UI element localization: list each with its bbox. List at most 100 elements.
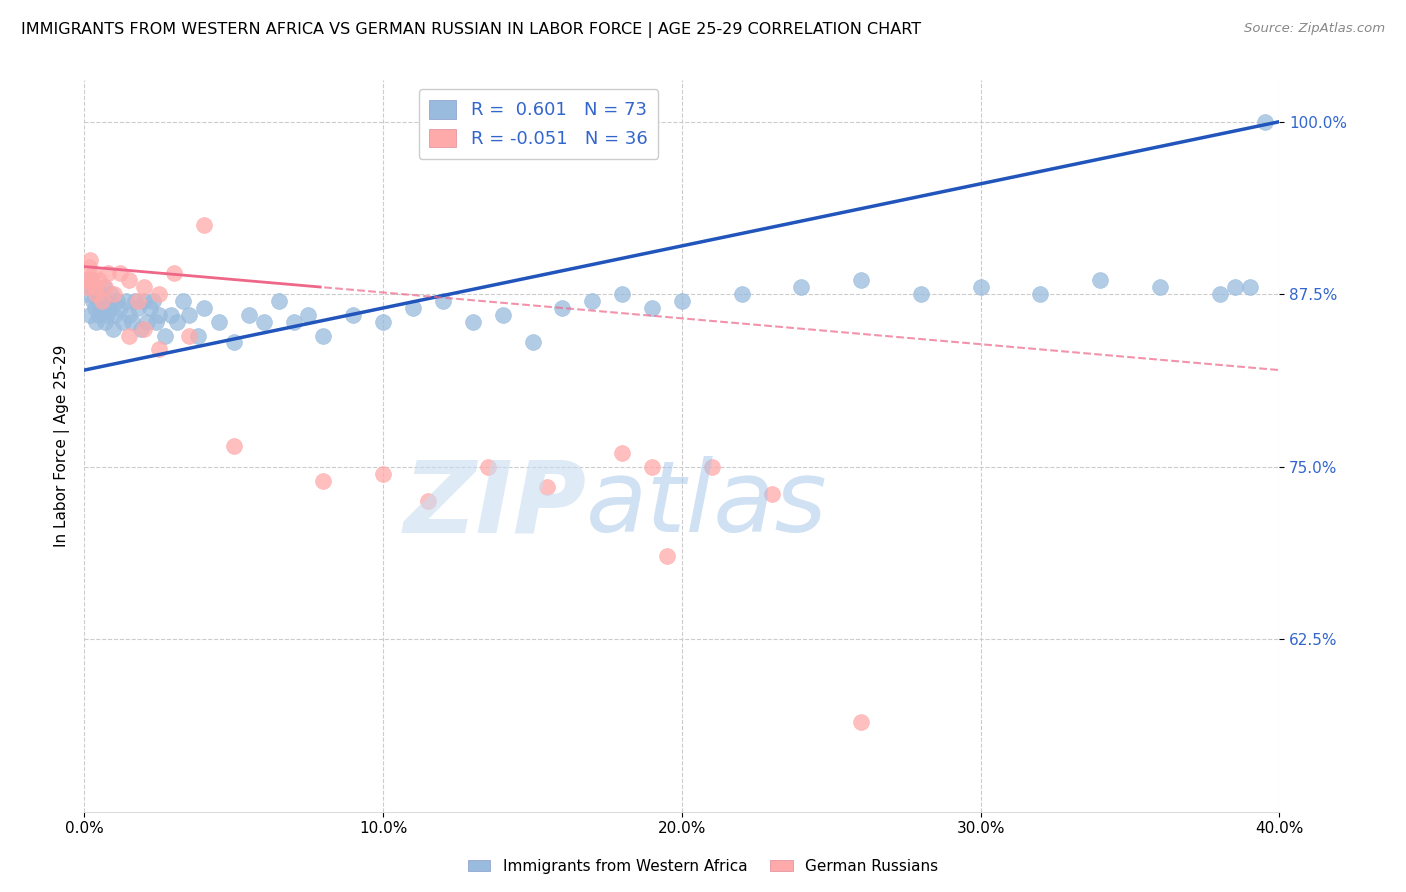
Point [416, 494, 439, 508]
Point [132, 321, 156, 335]
Point [79, 252, 101, 267]
Point [1209, 287, 1232, 301]
Point [1090, 273, 1112, 287]
Point [641, 459, 664, 474]
Point [127, 301, 149, 315]
Point [118, 273, 141, 287]
Point [222, 335, 245, 350]
Point [86, 315, 108, 329]
Point [312, 474, 335, 488]
Point [101, 321, 124, 335]
Point [153, 328, 176, 343]
Point [177, 328, 200, 343]
Legend: Immigrants from Western Africa, German Russians: Immigrants from Western Africa, German R… [461, 853, 945, 880]
Point [238, 308, 260, 322]
Point [110, 267, 132, 281]
Point [761, 487, 783, 501]
Point [312, 328, 335, 343]
Point [118, 308, 141, 322]
Point [373, 467, 395, 481]
Point [160, 308, 183, 322]
Point [80, 280, 103, 294]
Point [97, 267, 120, 281]
Point [136, 315, 159, 329]
Point [86, 287, 108, 301]
Point [402, 301, 425, 315]
Point [432, 294, 454, 309]
Point [177, 308, 200, 322]
Point [87, 294, 110, 309]
Point [208, 315, 231, 329]
Point [76, 287, 98, 301]
Point [731, 287, 754, 301]
Point [89, 273, 111, 287]
Point [110, 301, 132, 315]
Point [641, 301, 664, 315]
Point [77, 273, 100, 287]
Point [297, 308, 319, 322]
Point [342, 308, 364, 322]
Point [94, 280, 117, 294]
Text: IMMIGRANTS FROM WESTERN AFRICA VS GERMAN RUSSIAN IN LABOR FORCE | AGE 25-29 CORR: IMMIGRANTS FROM WESTERN AFRICA VS GERMAN… [21, 22, 921, 38]
Point [145, 315, 167, 329]
Point [970, 280, 993, 294]
Point [166, 315, 188, 329]
Point [148, 287, 170, 301]
Point [790, 280, 813, 294]
Point [132, 294, 156, 309]
Text: ZIP: ZIP [404, 456, 586, 553]
Point [522, 335, 544, 350]
Text: Source: ZipAtlas.com: Source: ZipAtlas.com [1244, 22, 1385, 36]
Point [163, 267, 186, 281]
Point [93, 280, 115, 294]
Point [671, 294, 693, 309]
Point [612, 446, 634, 460]
Point [851, 714, 873, 729]
Point [851, 273, 873, 287]
Point [910, 287, 932, 301]
Point [103, 308, 125, 322]
Point [187, 328, 209, 343]
Point [148, 343, 170, 357]
Point [700, 459, 723, 474]
Point [222, 439, 245, 453]
Point [105, 294, 128, 309]
Point [612, 287, 634, 301]
Point [551, 301, 574, 315]
Point [83, 280, 105, 294]
Point [80, 273, 103, 287]
Point [98, 301, 121, 315]
Point [193, 218, 215, 232]
Point [1239, 280, 1261, 294]
Point [129, 321, 152, 335]
Point [127, 294, 149, 309]
Point [97, 294, 120, 309]
Point [103, 287, 125, 301]
Point [655, 549, 678, 564]
Legend: R =  0.601   N = 73, R = -0.051   N = 36: R = 0.601 N = 73, R = -0.051 N = 36 [419, 89, 658, 159]
Point [89, 308, 111, 322]
Point [193, 301, 215, 315]
Point [492, 308, 515, 322]
Point [142, 294, 165, 309]
Point [132, 280, 156, 294]
Point [82, 294, 104, 309]
Point [461, 315, 484, 329]
Point [115, 294, 138, 309]
Point [76, 280, 98, 294]
Text: atlas: atlas [586, 456, 828, 553]
Point [82, 267, 104, 281]
Point [75, 273, 97, 287]
Point [96, 308, 118, 322]
Point [1029, 287, 1052, 301]
Point [124, 294, 146, 309]
Point [1149, 280, 1171, 294]
Point [581, 294, 603, 309]
Point [1253, 114, 1275, 128]
Y-axis label: In Labor Force | Age 25-29: In Labor Force | Age 25-29 [55, 345, 70, 547]
Point [94, 315, 117, 329]
Point [477, 459, 499, 474]
Point [267, 294, 290, 309]
Point [91, 294, 114, 309]
Point [283, 315, 305, 329]
